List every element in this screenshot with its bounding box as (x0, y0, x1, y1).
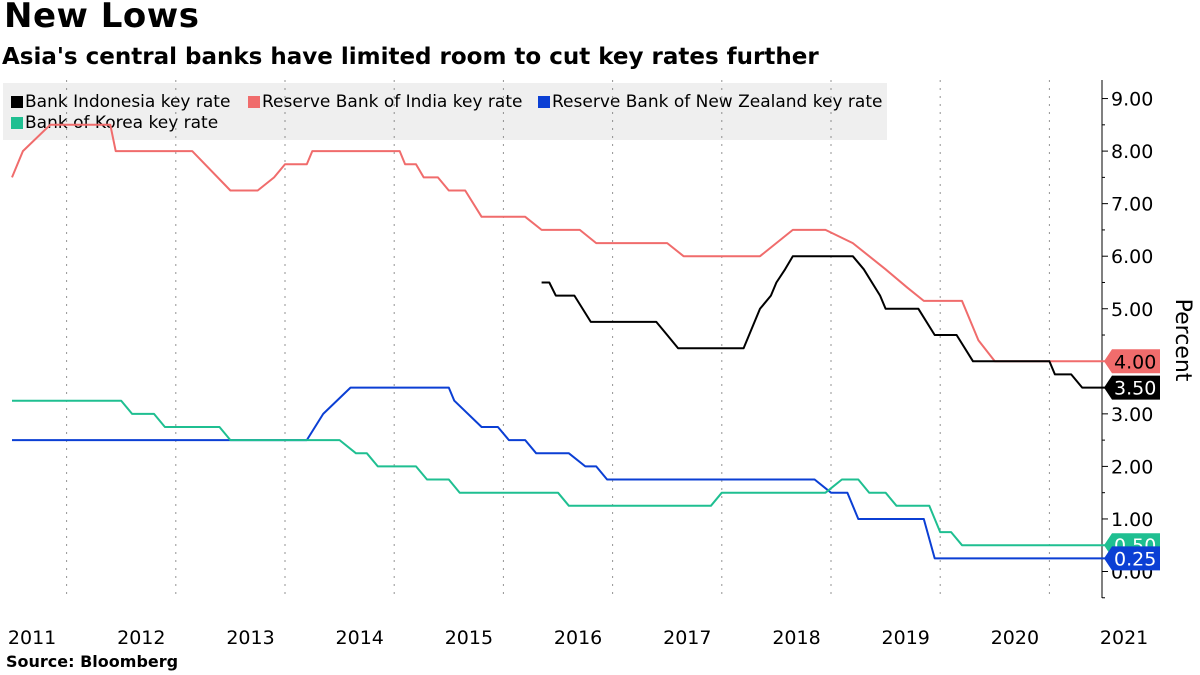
x-tick-label: 2020 (991, 627, 1039, 649)
x-tick-label: 2018 (772, 627, 820, 649)
y-axis-title: Percent (1170, 299, 1195, 382)
legend-swatch-bok (11, 117, 23, 129)
end-tag-rbi (1104, 349, 1160, 374)
y-tick-label: 5.00 (1111, 299, 1153, 321)
y-tick-label: 4.00 (1111, 351, 1153, 373)
end-tag-label-bank_indonesia: 3.50 (1114, 378, 1156, 400)
chart-subtitle: Asia's central banks have limited room t… (2, 44, 819, 70)
x-tick-label: 2011 (8, 627, 56, 649)
y-tick-label: 0.00 (1111, 562, 1153, 584)
series-line-rbi (11, 123, 1110, 363)
x-tick-label: 2017 (663, 627, 711, 649)
x-tick-label: 2013 (226, 627, 274, 649)
x-tick-label: 2019 (882, 627, 930, 649)
end-tag-rbnz (1104, 546, 1160, 571)
x-tick-label: 2021 (1100, 627, 1148, 649)
y-tick-label: 9.00 (1111, 89, 1153, 111)
end-tag-label-bok: 0.50 (1114, 535, 1156, 557)
legend-label-rbi: Reserve Bank of India key rate (262, 92, 523, 112)
legend-item-bank-indonesia: Bank Indonesia key rate (11, 92, 230, 112)
series-line-rbnz (12, 386, 1110, 560)
legend-label-bok: Bank of Korea key rate (25, 113, 219, 133)
y-tick-label: 8.00 (1111, 141, 1153, 163)
legend-item-rbi: Reserve Bank of India key rate (248, 92, 522, 112)
legend-item-bok: Bank of Korea key rate (11, 113, 218, 133)
x-tick-label: 2014 (336, 627, 384, 649)
y-tick-label: 1.00 (1111, 509, 1153, 531)
legend-swatch-rbi (248, 96, 260, 108)
legend-label-rbnz: Reserve Bank of New Zealand key rate (552, 92, 883, 112)
series-line-bok (12, 399, 1110, 547)
legend-label-bank-indonesia: Bank Indonesia key rate (25, 92, 231, 112)
end-tag-bok (1104, 533, 1160, 558)
source-note: Source: Bloomberg (6, 652, 179, 671)
series-line-bank_indonesia (541, 255, 1110, 389)
y-tick-label: 7.00 (1111, 194, 1153, 216)
legend-swatch-rbnz (538, 96, 550, 108)
x-tick-label: 2012 (117, 627, 165, 649)
x-tick-label: 2015 (445, 627, 493, 649)
legend: Bank Indonesia key rate Reserve Bank of … (3, 83, 887, 140)
legend-swatch-bank-indonesia (11, 96, 23, 108)
chart-title: New Lows (4, 0, 200, 36)
legend-item-rbnz: Reserve Bank of New Zealand key rate (538, 92, 882, 112)
y-tick-label: 6.00 (1111, 246, 1153, 268)
end-tag-label-rbi: 4.00 (1114, 351, 1156, 373)
y-tick-label: 3.00 (1111, 404, 1153, 426)
end-tag-bank_indonesia (1104, 375, 1160, 400)
y-tick-label: 2.00 (1111, 456, 1153, 478)
x-tick-label: 2016 (554, 627, 602, 649)
end-tag-label-rbnz: 0.25 (1114, 548, 1156, 570)
